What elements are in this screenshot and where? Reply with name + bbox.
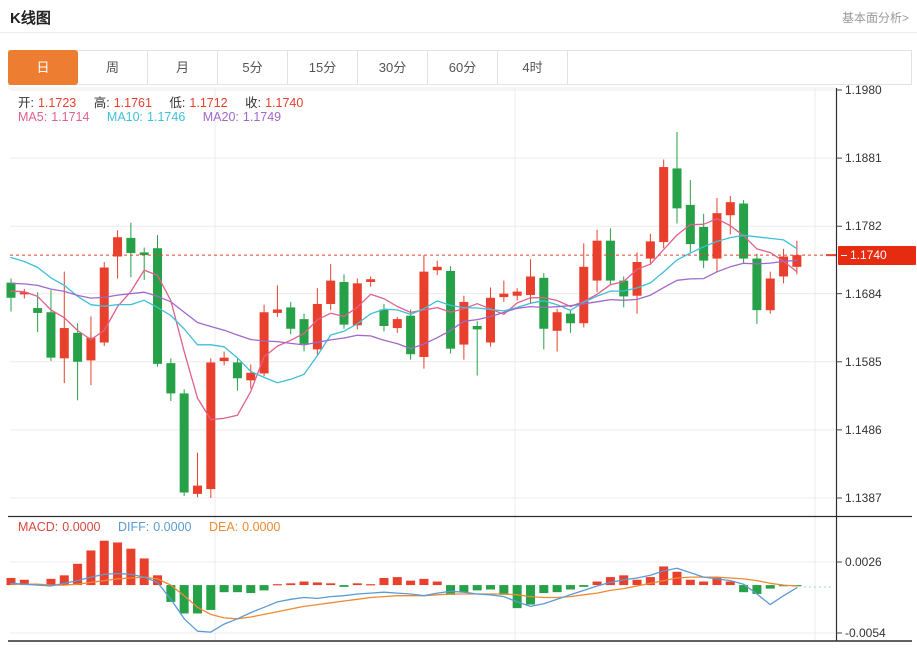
y-axis-label: 1.1980 bbox=[845, 83, 882, 97]
open-label: 开: bbox=[18, 96, 34, 110]
ma5-value: 1.1714 bbox=[51, 110, 90, 124]
macd-label: MACD: bbox=[18, 520, 59, 534]
dea-value: 0.0000 bbox=[242, 520, 281, 534]
close-value: 1.1740 bbox=[265, 96, 304, 110]
y-axis-label: 1.1782 bbox=[845, 219, 882, 234]
low-value: 1.1712 bbox=[189, 96, 228, 110]
dea-label: DEA: bbox=[208, 520, 239, 534]
low-label: 低: bbox=[169, 96, 186, 110]
tab-周[interactable]: 周 bbox=[78, 51, 148, 84]
high-label: 高: bbox=[93, 96, 110, 110]
ohlc-legend: 开: 1.1723 高: 1.1761 低: 1.1712 收: 1.1740 bbox=[18, 92, 303, 111]
tab-5分[interactable]: 5分 bbox=[218, 51, 288, 84]
diff-value: 0.0000 bbox=[153, 520, 192, 534]
current-price-tag: 1.1740 bbox=[838, 245, 916, 265]
ma5-label: MA5: bbox=[18, 110, 48, 124]
tab-月[interactable]: 月 bbox=[148, 51, 218, 84]
y-axis-label: 1.1684 bbox=[845, 286, 882, 301]
page-title: K线图 bbox=[10, 10, 51, 27]
ma10-label: MA10: bbox=[106, 110, 144, 124]
open-value: 1.1723 bbox=[37, 96, 77, 110]
tab-30分[interactable]: 30分 bbox=[358, 51, 428, 84]
ma20-label: MA20: bbox=[202, 110, 239, 124]
tab-60分[interactable]: 60分 bbox=[428, 51, 498, 84]
diff-label: DIFF: bbox=[118, 520, 150, 534]
fundamental-analysis-link[interactable]: 基本面分析> bbox=[841, 11, 909, 25]
header-divider bbox=[0, 32, 917, 33]
macd-legend: MACD: 0.0000 DIFF: 0.0000 DEA: 0.0000 bbox=[18, 520, 280, 534]
ma-legend: MA5: 1.1714 MA10: 1.1746 MA20: 1.1749 bbox=[18, 110, 281, 124]
y-axis-label: 1.1387 bbox=[845, 491, 882, 505]
y-axis-label: 1.1881 bbox=[845, 151, 882, 166]
ma20-value: 1.1749 bbox=[242, 110, 282, 124]
macd-value: 0.0000 bbox=[62, 520, 101, 534]
close-label: 收: bbox=[245, 96, 262, 110]
ma10-value: 1.1746 bbox=[147, 110, 186, 124]
high-value: 1.1761 bbox=[113, 96, 152, 110]
tab-15分[interactable]: 15分 bbox=[288, 51, 358, 84]
y-axis-label: 1.1585 bbox=[845, 354, 882, 369]
tab-日[interactable]: 日 bbox=[8, 50, 78, 85]
period-tabbar: 日周月 5分 15分 30分 60分 4时 bbox=[8, 50, 912, 85]
tab-4时[interactable]: 4时 bbox=[498, 51, 568, 84]
y-axis-label: -0.0054 bbox=[845, 626, 886, 640]
y-axis-label: 0.0026 bbox=[845, 555, 882, 569]
y-axis-label: 1.1486 bbox=[845, 422, 882, 437]
